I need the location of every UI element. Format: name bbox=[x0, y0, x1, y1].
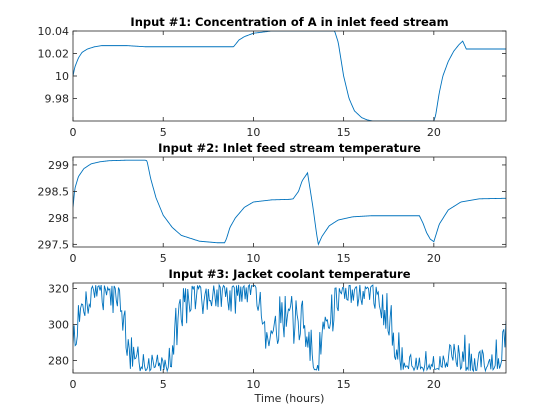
subplot-3-y-tick-label: 320 bbox=[48, 282, 69, 295]
subplot-1-series-line bbox=[73, 31, 506, 121]
subplot-2: 0 5 10 15 20 297.5 298 298.5 299 Input #2: Inlet … bbox=[38, 141, 507, 265]
subplot-1-y-tick-label: 9.98 bbox=[45, 93, 70, 106]
subplot-3-axes-area bbox=[73, 283, 506, 373]
subplot-2-y-tick-label: 298 bbox=[48, 212, 69, 225]
subplot-1-y-tick-label: 10.04 bbox=[38, 25, 70, 38]
subplot-3-series-line bbox=[73, 283, 506, 373]
subplot-2-title: Input #2: Inlet feed stream temperature bbox=[158, 141, 421, 155]
subplot-3-x-tick-label: 20 bbox=[427, 378, 441, 391]
subplot-1-axes-area bbox=[73, 31, 506, 121]
subplot-1-x-tick-label: 15 bbox=[337, 126, 351, 139]
subplot-2-y-tick-label: 299 bbox=[48, 159, 69, 172]
subplot-2-axes-area bbox=[73, 157, 506, 247]
subplot-2-x-tick-label: 10 bbox=[246, 252, 260, 265]
subplot-3-x-tick-label: 10 bbox=[246, 378, 260, 391]
subplot-1-x-tick-label: 0 bbox=[70, 126, 77, 139]
subplot-1-y-tick-label: 10 bbox=[55, 70, 69, 83]
subplot-3-x-tick-label: 5 bbox=[160, 378, 167, 391]
subplot-1-title: Input #1: Concentration of A in inlet fe… bbox=[130, 15, 448, 29]
subplot-1-x-tick-label: 20 bbox=[427, 126, 441, 139]
subplot-3: 0 5 10 15 20 280 300 320 Input #3: Jacket coolan… bbox=[48, 267, 507, 391]
subplot-3-y-tick-label: 280 bbox=[48, 354, 69, 367]
subplot-2-x-tick-label: 20 bbox=[427, 252, 441, 265]
subplot-2-y-tick-label: 297.5 bbox=[38, 238, 70, 251]
subplot-2-y-tick-label: 298.5 bbox=[38, 185, 70, 198]
subplot-2-series-line bbox=[73, 159, 506, 246]
subplot-1-x-tick-label: 10 bbox=[246, 126, 260, 139]
subplot-1-y-tick-label: 10.02 bbox=[38, 48, 70, 61]
subplot-1: 0 5 10 15 20 9.98 10 10.02 10.04 Input #1: Concen… bbox=[38, 15, 507, 139]
x-axis-label: Time (hours) bbox=[254, 392, 325, 405]
subplot-3-y-tick-label: 300 bbox=[48, 318, 69, 331]
subplot-2-frame bbox=[72, 156, 507, 248]
subplot-3-x-tick-label: 0 bbox=[70, 378, 77, 391]
subplot-2-x-tick-label: 0 bbox=[70, 252, 77, 265]
subplot-2-x-tick-label: 5 bbox=[160, 252, 167, 265]
subplot-3-x-tick-label: 15 bbox=[337, 378, 351, 391]
subplot-3-frame bbox=[72, 282, 507, 374]
subplot-1-x-tick-label: 5 bbox=[160, 126, 167, 139]
subplot-2-x-tick-label: 15 bbox=[337, 252, 351, 265]
subplot-3-title: Input #3: Jacket coolant temperature bbox=[168, 267, 410, 281]
